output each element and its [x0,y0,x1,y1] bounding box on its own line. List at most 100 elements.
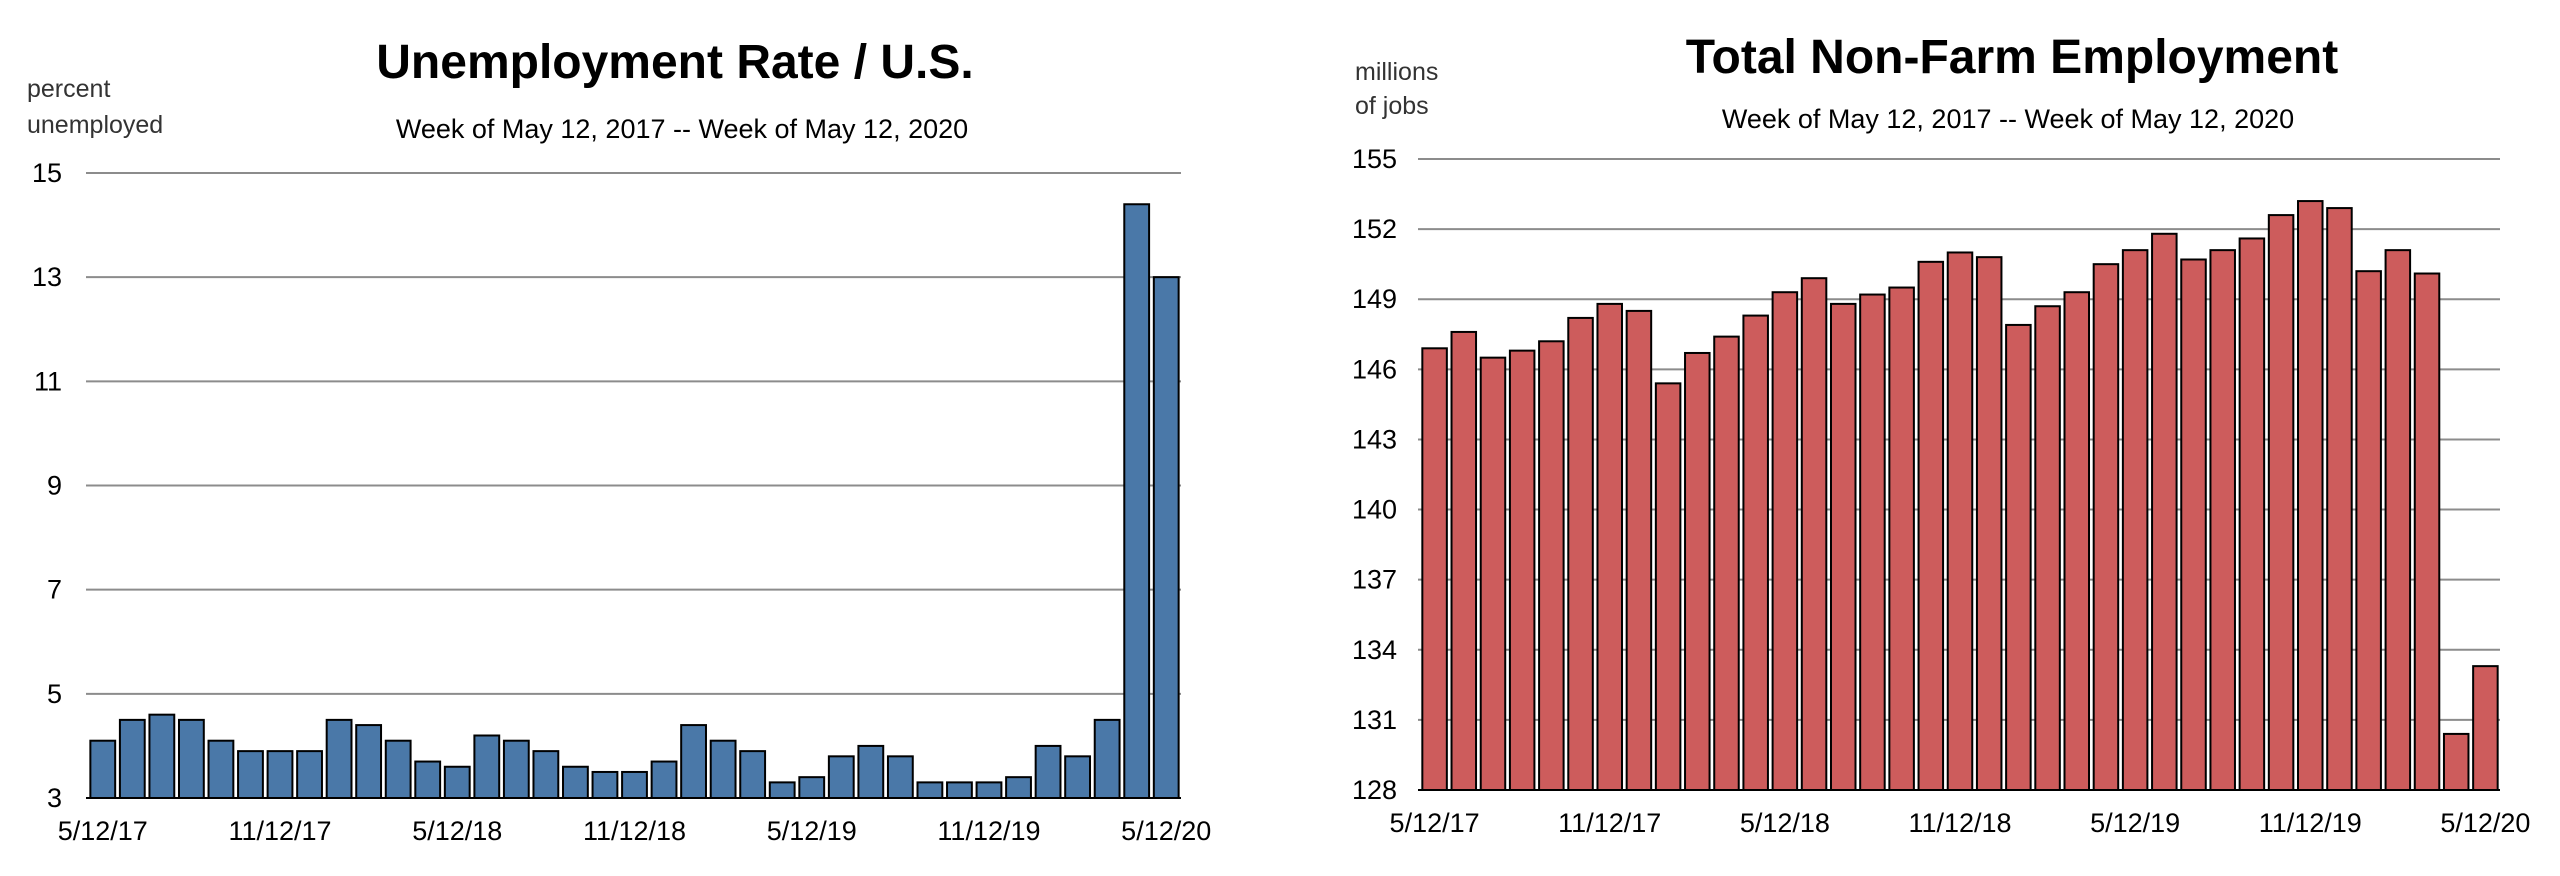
bar [207,739,235,799]
y-tick-label: 5 [47,679,62,709]
bar [621,770,648,799]
bar [89,739,117,799]
bar [2355,270,2382,791]
bar [650,760,678,800]
bar [1093,718,1121,799]
bar [798,776,826,800]
y-axis-label-line1: millions [1355,58,1438,86]
chart-title: Unemployment Rate / U.S. [376,36,973,89]
bar [680,724,707,799]
bar [118,718,146,799]
bar [2209,249,2236,791]
bar [946,781,973,799]
bar [2034,305,2061,791]
x-tick-label: 5/12/19 [767,816,857,846]
bar [1625,309,1653,791]
bar [1800,277,1828,791]
grid-and-y-ticks: 3 5 7 9 11 13 15 [32,158,1181,813]
bar [2472,665,2499,791]
bar [1152,276,1180,799]
chart-title: Total Non-Farm Employment [1686,31,2338,84]
bar [1654,382,1682,791]
bar [916,781,944,799]
bar [1508,349,1536,791]
bar [414,760,442,800]
nonfarm-employment-chart: Total Non-Farm Employment Week of May 12… [1352,31,2531,838]
bar [355,724,383,799]
bar [1567,316,1594,791]
bar [886,755,914,799]
bar [177,718,205,799]
x-tick-label: 5/12/19 [2090,808,2180,838]
bar [2151,232,2178,792]
y-tick-label: 149 [1352,284,1397,314]
bar [2442,732,2470,792]
y-tick-label: 9 [47,471,62,501]
bar [1946,251,1974,791]
bar [857,744,885,800]
x-tick-label: 11/12/19 [937,816,1040,846]
bar [1917,260,1945,791]
bar [2092,263,2120,791]
bar [739,750,767,799]
y-tick-label: 155 [1352,144,1397,174]
y-tick-label: 134 [1352,635,1397,665]
bar [591,770,619,799]
bar [1123,203,1151,799]
y-tick-label: 3 [47,783,62,813]
bars [89,203,1180,800]
x-tick-label: 11/12/19 [2259,808,2362,838]
bar [1888,286,1915,791]
bar [384,739,412,799]
bar [473,734,501,799]
bar [1064,755,1092,799]
bar [1713,335,1740,791]
y-tick-label: 15 [32,158,62,188]
bar [2267,214,2295,792]
bar [266,750,294,799]
unemployment-chart: Unemployment Rate / U.S. Week of May 12,… [27,36,1211,846]
y-tick-label: 140 [1352,495,1397,525]
x-tick-label: 5/12/18 [412,816,502,846]
bar [1742,314,1769,791]
x-tick-label: 5/12/17 [1390,808,1480,838]
bar [237,750,264,799]
bar [148,713,176,800]
y-tick-label: 13 [32,262,62,292]
bar [2063,291,2091,791]
x-tick-label: 5/12/17 [58,816,148,846]
x-tick-label: 11/12/18 [1908,808,2011,838]
y-tick-label: 11 [34,366,62,396]
y-tick-label: 143 [1352,424,1397,454]
bar [1450,330,1478,791]
bar [1975,256,2003,791]
y-tick-label: 7 [47,575,62,605]
bar [709,739,737,799]
chart-subtitle: Week of May 12, 2017 -- Week of May 12, … [396,114,968,144]
bar [1005,776,1032,800]
bar [532,750,560,799]
x-tick-label: 5/12/20 [2440,808,2530,838]
x-tick-labels: 5/12/17 11/12/17 5/12/18 11/12/18 5/12/19 11/… [1390,808,2531,838]
bar [2384,249,2412,791]
y-axis-label-line2: of jobs [1355,92,1429,120]
bar [2005,323,2032,791]
bar [1596,302,1623,791]
y-tick-label: 152 [1352,214,1397,244]
bar [1479,356,1507,791]
y-tick-label: 137 [1352,565,1397,595]
bar [827,755,855,799]
bar [2326,207,2353,792]
bars [1421,200,2499,792]
y-axis-label-line2: unemployed [27,111,163,139]
bar [1538,340,1565,791]
bar [2238,237,2266,791]
bar [1829,302,1857,791]
bar [1421,347,1448,791]
y-tick-label: 131 [1352,705,1397,735]
bar [325,718,353,799]
y-tick-label: 146 [1352,354,1397,384]
y-tick-label: 128 [1352,775,1397,805]
bar [1684,351,1711,791]
